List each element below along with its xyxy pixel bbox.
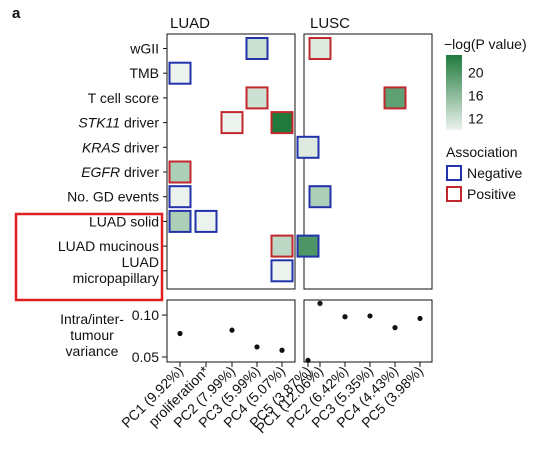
heatmap-cell: [194, 209, 218, 233]
positive-label: Positive: [467, 186, 516, 202]
row-label-italic: STK11: [78, 115, 120, 131]
variance-point: [342, 314, 348, 320]
variance-ytick-label: 0.10: [132, 307, 159, 323]
luad-heatmap-frame: [166, 33, 296, 290]
scale-tick-label: 20: [468, 64, 484, 80]
row-label-italic: KRAS: [82, 139, 121, 155]
scale-tick-label: 12: [468, 110, 484, 126]
variance-point: [229, 327, 235, 333]
association-legend: Negative Positive: [446, 165, 522, 202]
heatmap-cell: [383, 86, 407, 110]
row-label: EGFR driver: [81, 164, 159, 180]
lusc-heatmap-cells: [308, 37, 407, 209]
variance-point: [279, 347, 285, 353]
variance-ylabel-line-1: Intra/inter-: [60, 311, 124, 327]
heatmap-cell: [270, 234, 294, 258]
luad-heatmap-cells: [168, 37, 320, 283]
variance-point: [317, 300, 323, 306]
variance-points: [177, 300, 423, 363]
lusc-variance-frame: [303, 299, 433, 363]
variance-ylabel-line-3: variance: [66, 343, 119, 359]
row-label: T cell score: [88, 90, 160, 106]
variance-ylabel-line-2: tumour: [70, 327, 114, 343]
variance-point: [177, 330, 183, 337]
variance-y-ticks: 0.10 0.05: [132, 307, 167, 365]
heatmap-cell: [168, 61, 192, 85]
row-label: LUAD solid: [89, 213, 159, 229]
row-label: LUAD mucinous: [58, 238, 159, 254]
scale-ticks: 20 16 12: [462, 64, 484, 126]
heatmap-cell: [245, 86, 269, 110]
negative-label: Negative: [467, 165, 522, 181]
heatmap-cell: [245, 37, 269, 60]
heatmap-cell: [168, 209, 192, 233]
association-legend-title: Association: [446, 144, 518, 160]
negative-swatch: [446, 165, 462, 181]
row-label: STK11 driver: [78, 115, 159, 131]
variance-point: [367, 313, 373, 319]
heatmap-cell: [296, 135, 320, 159]
heatmap-cell: [168, 160, 192, 184]
row-label-rest: driver: [120, 115, 159, 131]
heatmap-cell: [220, 111, 244, 135]
row-label-italic: EGFR: [81, 164, 120, 180]
heatmap-cell: [296, 234, 320, 258]
luad-panel-title: LUAD: [170, 15, 210, 32]
row-label-rest: driver: [120, 164, 159, 180]
lusc-panel-title: LUSC: [310, 15, 350, 32]
row-label: micropapillary: [73, 270, 159, 286]
variance-point: [305, 357, 311, 363]
heatmap-cell: [168, 185, 192, 209]
luad-variance-frame: [166, 299, 296, 363]
scale-title-text: −log(P value): [444, 36, 527, 52]
heatmap-cell: [308, 37, 332, 60]
row-label: LUAD: [122, 254, 159, 270]
x-tick-marks: [179, 362, 421, 367]
heatmap-cell: [308, 185, 332, 209]
heatmap-cell: [270, 111, 294, 135]
variance-point: [417, 315, 423, 322]
scale-title: −log(P value): [444, 36, 527, 52]
heatmap-cell: [270, 259, 294, 283]
row-label-rest: driver: [120, 139, 159, 155]
row-label: wGII: [129, 41, 159, 57]
positive-swatch: [446, 186, 462, 202]
row-label: KRAS driver: [82, 139, 159, 155]
variance-ytick-label: 0.05: [132, 349, 159, 365]
lusc-heatmap-frame: [303, 33, 433, 290]
color-scale-bar: [446, 55, 462, 130]
x-tick-labels: PC1 (9.92%)proliferation*PC2 (7.99%)PC3 …: [118, 362, 426, 436]
variance-point: [254, 344, 260, 350]
variance-point: [392, 325, 398, 331]
panel-letter: a: [12, 5, 21, 22]
histology-highlight-box: [14, 212, 164, 302]
row-label: No. GD events: [67, 189, 159, 205]
row-label: TMB: [129, 65, 159, 81]
scale-tick-label: 16: [468, 87, 484, 103]
